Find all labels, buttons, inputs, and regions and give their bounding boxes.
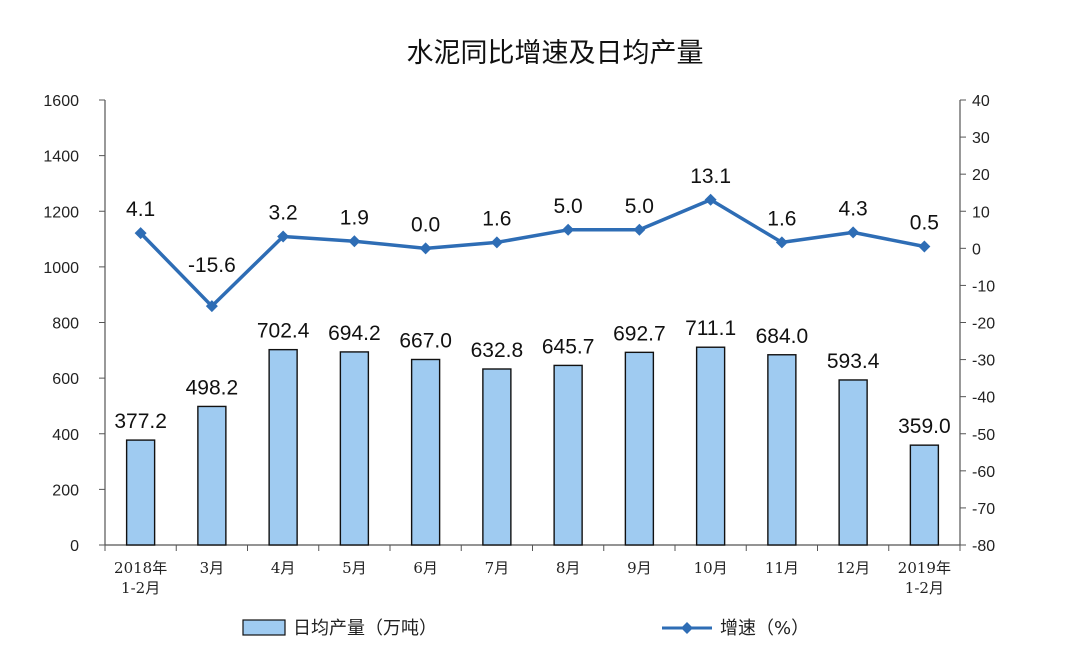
line-data-label: 0.0 <box>411 213 440 236</box>
y-right-tick-label: -40 <box>972 390 995 407</box>
bar-data-label: 702.4 <box>257 320 310 343</box>
bar <box>838 379 868 546</box>
x-tick-label: 4月 <box>271 559 296 577</box>
y-right-tick-label: 0 <box>972 241 981 258</box>
line-data-label: 4.3 <box>839 197 868 220</box>
line-data-label: 5.0 <box>625 195 654 218</box>
y-left-tick-label: 1200 <box>43 204 79 221</box>
x-tick-label: 2018年 1-2月 <box>114 559 167 597</box>
bar-data-label: 694.2 <box>328 322 381 345</box>
bar-data-label: 667.0 <box>399 329 452 352</box>
x-tick-label: 2019年 1-2月 <box>898 559 951 597</box>
line-data-label: 1.6 <box>482 207 511 230</box>
y-right-tick-label: 10 <box>972 204 990 221</box>
bar <box>767 354 797 546</box>
line-point <box>775 236 788 249</box>
line-point <box>704 193 717 206</box>
bar-data-label: 593.4 <box>827 350 880 373</box>
growth-line <box>139 198 925 308</box>
bar <box>695 346 726 546</box>
bar-data-label: 692.7 <box>613 322 666 345</box>
y-right-tick-label: -80 <box>972 538 995 555</box>
bar <box>909 444 940 546</box>
y-right-tick-label: -70 <box>972 501 995 518</box>
bars <box>125 346 940 546</box>
y-left-tick-label: 200 <box>52 482 79 499</box>
y-left-tick-label: 0 <box>70 538 79 555</box>
x-tick-label: 7月 <box>485 559 510 577</box>
y-right-tick-label: -20 <box>972 316 995 333</box>
legend-line-marker <box>681 622 693 634</box>
bar <box>482 368 512 546</box>
bar-data-label: 359.0 <box>898 415 951 438</box>
bar-data-label: 498.2 <box>186 376 239 399</box>
legend: 日均产量（万吨） 增速（%） <box>242 618 809 639</box>
bar <box>125 439 156 546</box>
line-point <box>490 236 503 249</box>
legend-bar-swatch <box>242 619 286 636</box>
y-left-tick-label: 1000 <box>43 260 79 277</box>
chart-title: 水泥同比增速及日均产量 <box>407 38 704 69</box>
bar <box>197 405 227 546</box>
data-labels: 377.2 498.2 702.4 694.2 667.0 632.8 645.7 692.7… <box>114 165 950 438</box>
y-right-tick-label: -60 <box>972 464 995 481</box>
y-right-tick-label: -30 <box>972 353 995 370</box>
line-data-label: 1.9 <box>340 206 369 229</box>
line-data-label: -15.6 <box>188 254 236 277</box>
y-left-tick-label: 1400 <box>43 149 79 166</box>
bar <box>553 364 583 546</box>
x-tick-label: 10月 <box>694 559 728 577</box>
line-data-label: 3.2 <box>269 201 298 224</box>
bar-data-label: 684.0 <box>756 325 809 348</box>
line-point <box>348 235 361 248</box>
y-right-tick-label: 40 <box>972 93 990 110</box>
bar <box>410 358 441 546</box>
line-data-label: 4.1 <box>126 198 155 221</box>
bar <box>339 351 370 546</box>
line-point <box>847 226 860 239</box>
bar-data-label: 632.8 <box>471 339 524 362</box>
x-tick-label: 12月 <box>836 559 870 577</box>
line-point <box>918 240 931 253</box>
y-left-tick-label: 600 <box>52 371 79 388</box>
bar-data-label: 377.2 <box>114 410 167 433</box>
line-data-label: 1.6 <box>767 207 796 230</box>
line-data-label: 0.5 <box>910 211 939 234</box>
x-tick-label: 11月 <box>765 559 799 577</box>
y-left-tick-label: 1600 <box>43 93 79 110</box>
x-tick-label: 9月 <box>627 559 652 577</box>
y-right-tick-label: 30 <box>972 130 990 147</box>
line-point <box>419 242 432 255</box>
line-point <box>562 223 575 236</box>
bar <box>624 351 655 546</box>
x-tick-label: 5月 <box>342 559 367 577</box>
line-point <box>205 300 218 313</box>
x-tick-label: 8月 <box>556 559 581 577</box>
y-right-tick-label: 20 <box>972 167 990 184</box>
line-point <box>277 230 290 243</box>
bar-data-label: 711.1 <box>685 317 736 340</box>
y-right-tick-label: -10 <box>972 278 995 295</box>
line-point <box>633 223 646 236</box>
bar <box>268 348 298 546</box>
line-data-label: 5.0 <box>554 195 583 218</box>
line-data-label: 13.1 <box>690 165 731 188</box>
y-left-tick-label: 400 <box>52 427 79 444</box>
x-tick-label: 3月 <box>200 559 225 577</box>
y-left-tick-label: 800 <box>52 316 79 333</box>
x-tick-label: 6月 <box>413 559 438 577</box>
line-series <box>134 193 931 313</box>
legend-line-label: 增速（%） <box>720 618 809 639</box>
line-point <box>134 227 147 240</box>
legend-bar-label: 日均产量（万吨） <box>293 618 437 639</box>
axes: 0 200 400 600 800 1000 1200 1400 1600 40 30 20 10 0 -1… <box>43 93 995 597</box>
bar-data-label: 645.7 <box>542 335 595 358</box>
y-right-tick-label: -50 <box>972 427 995 444</box>
